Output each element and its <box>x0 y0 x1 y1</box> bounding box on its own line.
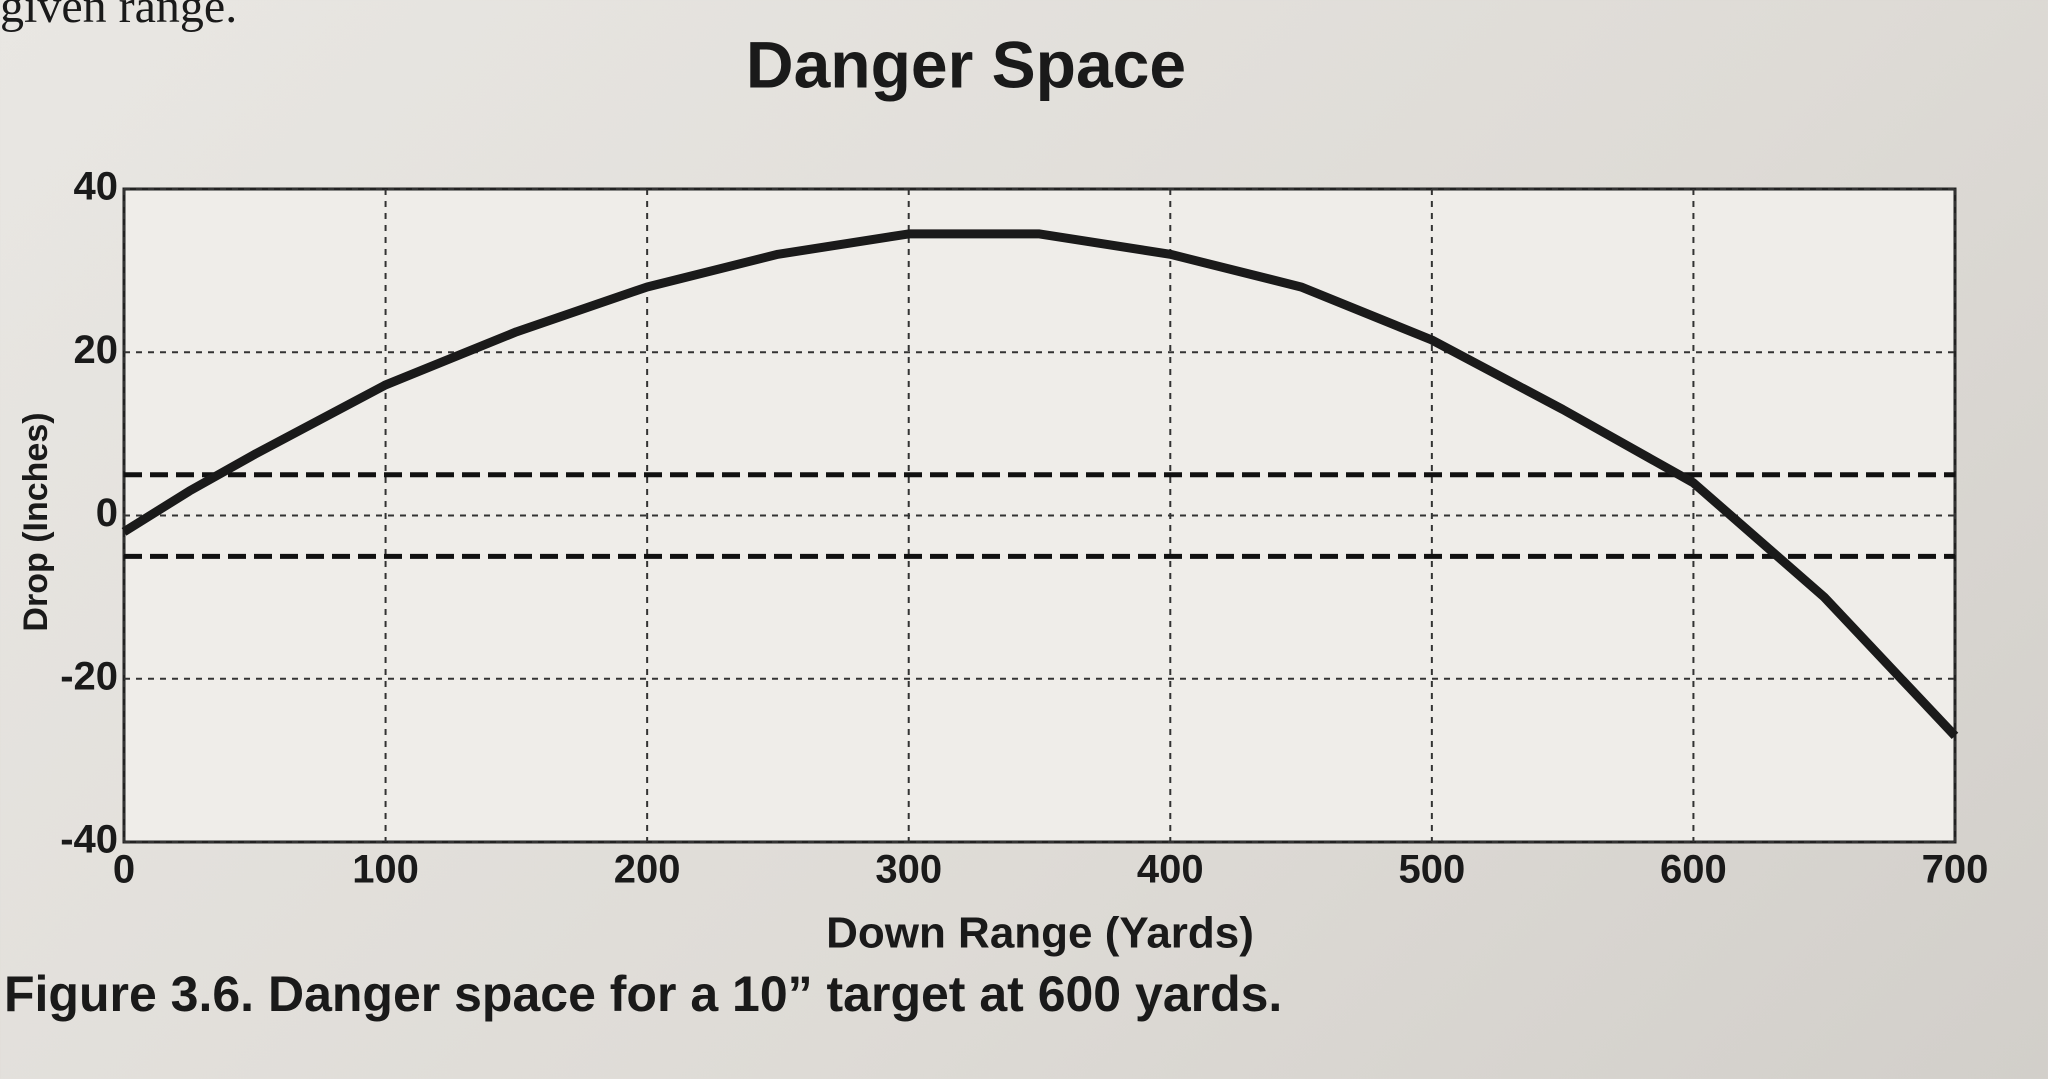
x-tick-label: 500 <box>1398 848 1465 892</box>
caption: Figure 3.6. Danger space for a 10” targe… <box>4 966 1282 1022</box>
x-tick-label: 600 <box>1660 848 1727 892</box>
chart-title: Danger Space <box>746 27 1186 101</box>
x-tick-label: 0 <box>113 848 135 892</box>
x-tick-label: 200 <box>614 848 681 892</box>
x-axis-label: Down Range (Yards) <box>826 909 1254 958</box>
x-tick-label: 100 <box>352 848 419 892</box>
y-tick-label: 0 <box>96 491 118 535</box>
y-tick-label: 20 <box>74 328 119 372</box>
x-tick-label: 400 <box>1137 848 1204 892</box>
header-text: given range. <box>0 0 237 33</box>
x-tick-label: 700 <box>1922 848 1989 892</box>
y-tick-label: -20 <box>60 654 118 698</box>
y-tick-label: -40 <box>60 818 118 862</box>
y-tick-label: 40 <box>74 165 119 209</box>
trajectory-line <box>121 229 1959 739</box>
x-tick-label: 300 <box>875 848 942 892</box>
y-axis-label: Drop (Inches) <box>17 412 55 631</box>
